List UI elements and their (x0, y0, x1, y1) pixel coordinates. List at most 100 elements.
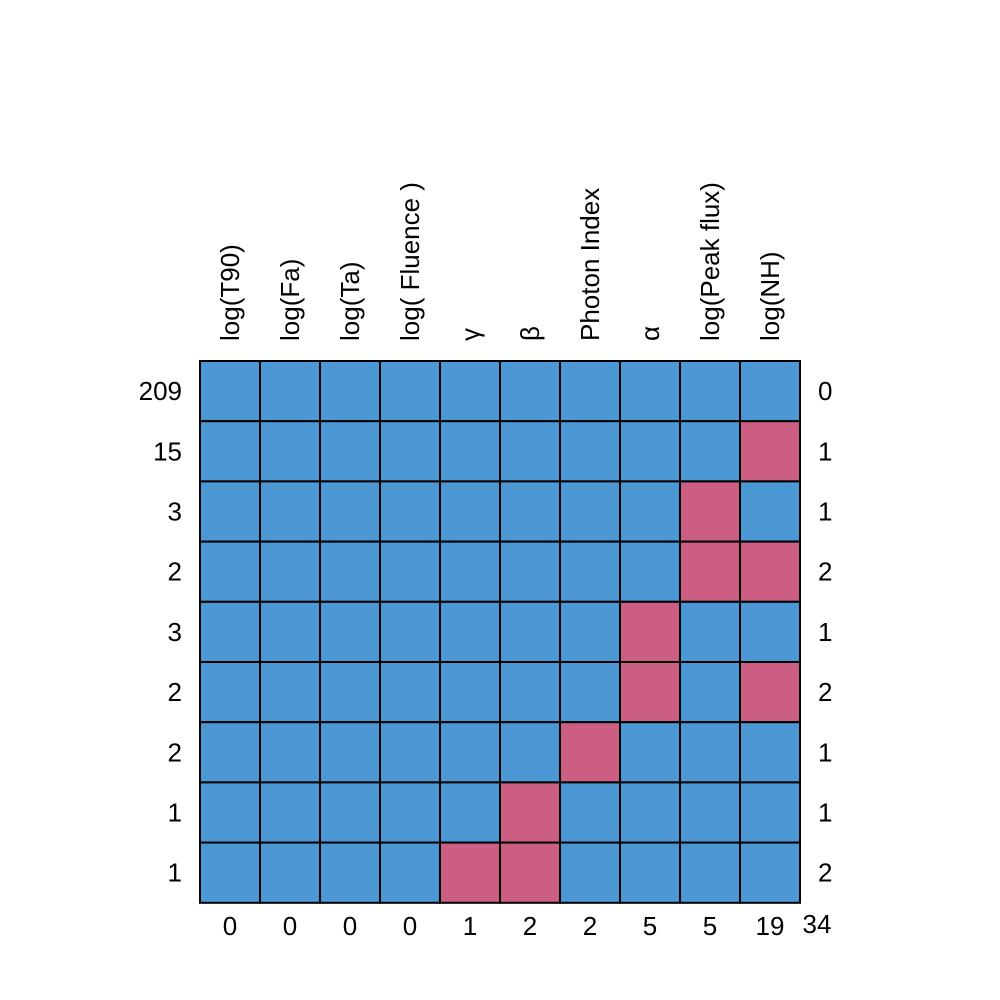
row-missing-count-label: 2 (818, 677, 832, 707)
variable-label: Photon Index (575, 188, 605, 341)
observed-cell (199, 661, 261, 724)
observed-cell (379, 480, 441, 543)
column-missing-count-label: 0 (403, 911, 417, 941)
observed-cell (439, 600, 501, 663)
pattern-count-label: 15 (153, 436, 182, 466)
observed-cell (619, 420, 681, 483)
observed-cell (199, 841, 261, 904)
column-missing-count-label: 5 (703, 911, 717, 941)
observed-cell (619, 480, 681, 543)
row-missing-count-label: 1 (818, 798, 832, 828)
row-missing-count-label: 1 (818, 737, 832, 767)
observed-cell (559, 600, 621, 663)
missing-cell (619, 661, 681, 724)
observed-cell (559, 480, 621, 543)
observed-cell (259, 540, 321, 603)
column-missing-count-label: 5 (643, 911, 657, 941)
pattern-count-labels: 209 15 3 2 3 2 2 1 1 (139, 376, 182, 888)
observed-cell (739, 841, 801, 904)
observed-cell (619, 721, 681, 784)
observed-cell (619, 841, 681, 904)
row-missing-count-label: 2 (818, 557, 832, 587)
variable-label: log(Fa) (275, 259, 305, 341)
variable-label: log(T90) (215, 244, 245, 341)
missing-cell (619, 600, 681, 663)
observed-cell (319, 360, 381, 423)
column-missing-count-label: 0 (223, 911, 237, 941)
pattern-count-label: 2 (168, 677, 182, 707)
observed-cell (679, 420, 741, 483)
variable-label: log(Peak flux) (695, 182, 725, 341)
observed-cell (199, 600, 261, 663)
observed-cell (739, 480, 801, 543)
observed-cell (379, 360, 441, 423)
row-missing-count-label: 1 (818, 497, 832, 527)
column-missing-count-label: 1 (463, 911, 477, 941)
observed-cell (739, 721, 801, 784)
observed-cell (619, 781, 681, 844)
observed-cell (499, 661, 561, 724)
pattern-count-label: 3 (168, 497, 182, 527)
pattern-count-label: 3 (168, 617, 182, 647)
variable-labels: log(T90) log(Fa) log(Ta) log( Fluence ) γ β Ph… (215, 182, 785, 341)
observed-cell (679, 661, 741, 724)
missing-cell (439, 841, 501, 904)
column-missing-count-label: 0 (283, 911, 297, 941)
variable-label: γ (455, 328, 485, 341)
missing-cell (739, 661, 801, 724)
observed-cell (559, 360, 621, 423)
column-missing-count-label: 2 (583, 911, 597, 941)
variable-label: log(Ta) (335, 262, 365, 341)
column-missing-count-label: 0 (343, 911, 357, 941)
observed-cell (559, 661, 621, 724)
observed-cell (379, 661, 441, 724)
observed-cell (499, 721, 561, 784)
column-missing-count-label: 19 (756, 911, 785, 941)
observed-cell (439, 540, 501, 603)
observed-cell (259, 600, 321, 663)
observed-cell (499, 360, 561, 423)
pattern-count-label: 2 (168, 737, 182, 767)
observed-cell (259, 721, 321, 784)
row-missing-count-label: 1 (818, 617, 832, 647)
missing-cell (679, 480, 741, 543)
observed-cell (679, 721, 741, 784)
observed-cell (499, 540, 561, 603)
observed-cell (619, 540, 681, 603)
observed-cell (259, 661, 321, 724)
observed-cell (739, 360, 801, 423)
observed-cell (319, 781, 381, 844)
observed-cell (199, 420, 261, 483)
observed-cell (319, 480, 381, 543)
observed-cell (739, 781, 801, 844)
observed-cell (379, 721, 441, 784)
observed-cell (739, 600, 801, 663)
total-missing-label: 34 (803, 909, 832, 939)
observed-cell (199, 781, 261, 844)
observed-cell (559, 841, 621, 904)
variable-label: log(NH) (755, 251, 785, 341)
pattern-count-label: 1 (168, 858, 182, 888)
missing-cell (739, 420, 801, 483)
observed-cell (259, 360, 321, 423)
observed-cell (259, 841, 321, 904)
observed-cell (199, 540, 261, 603)
observed-cell (319, 721, 381, 784)
observed-cell (679, 360, 741, 423)
variable-label: log( Fluence ) (395, 182, 425, 341)
observed-cell (379, 420, 441, 483)
row-missing-count-label: 0 (818, 376, 832, 406)
observed-cell (439, 721, 501, 784)
row-missing-count-label: 1 (818, 436, 832, 466)
observed-cell (259, 781, 321, 844)
observed-cell (499, 600, 561, 663)
pattern-count-label: 1 (168, 798, 182, 828)
observed-cell (259, 420, 321, 483)
observed-cell (439, 420, 501, 483)
observed-cell (199, 480, 261, 543)
observed-cell (319, 540, 381, 603)
missing-cell (499, 781, 561, 844)
pattern-count-label: 209 (139, 376, 182, 406)
observed-cell (199, 360, 261, 423)
observed-cell (379, 781, 441, 844)
